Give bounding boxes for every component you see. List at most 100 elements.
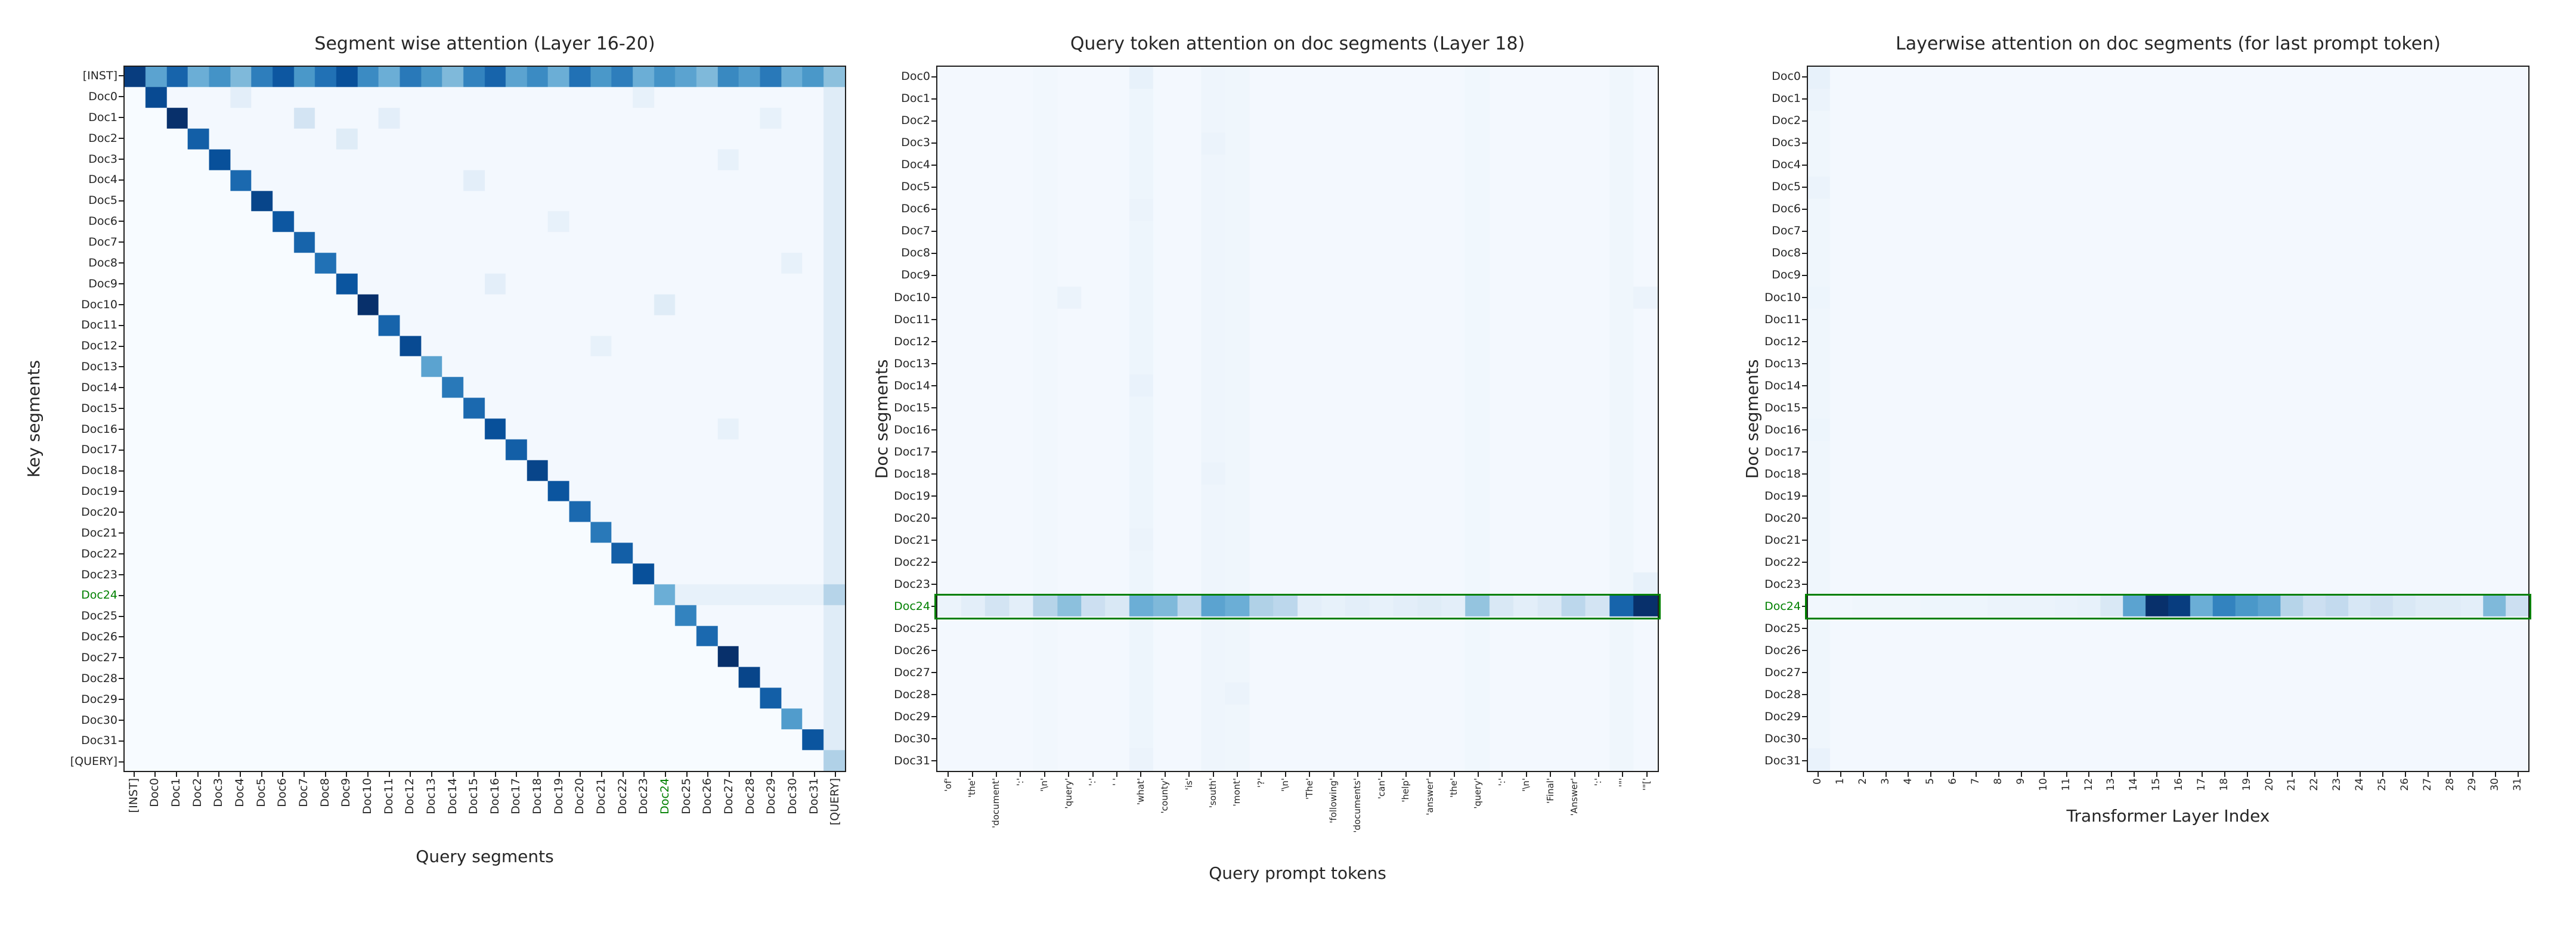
y-tick-label: Doc18 — [894, 467, 930, 481]
y-tick-mark — [119, 470, 123, 472]
x-tick-mark — [431, 772, 432, 777]
y-tick-label: Doc20 — [894, 511, 930, 525]
y-tick-mark — [1802, 318, 1807, 320]
y-tick-label: Doc20 — [81, 506, 117, 519]
y-tick-label: Doc24 — [81, 588, 117, 602]
y-tick-label: Doc23 — [894, 577, 930, 591]
layerwise-attention-heatmap — [1808, 67, 2528, 771]
y-tick-mark — [119, 303, 123, 305]
x-tick-mark — [2450, 772, 2451, 777]
y-tick-label: Doc25 — [1764, 621, 1801, 635]
y-tick-mark — [119, 657, 123, 659]
y-tick-mark — [931, 429, 936, 431]
y-tick-mark — [119, 428, 123, 430]
y-tick-label: Doc2 — [1772, 114, 1801, 128]
x-tick-label: 8 — [1992, 778, 2005, 785]
x-tick-label: 18 — [2218, 778, 2230, 791]
y-tick-label: Doc19 — [894, 489, 930, 503]
y-tick-label: Doc19 — [1764, 489, 1801, 503]
y-tick-mark — [1802, 584, 1807, 585]
y-tick-mark — [931, 252, 936, 254]
y-tick-label: Doc13 — [894, 357, 930, 370]
y-tick-label: Doc23 — [81, 568, 117, 581]
y-tick-mark — [119, 491, 123, 492]
x-tick-mark — [452, 772, 454, 777]
y-tick-mark — [1802, 540, 1807, 541]
x-tick-mark — [1885, 772, 1887, 777]
y-tick-mark — [1802, 562, 1807, 563]
y-tick-label: Doc4 — [901, 158, 930, 172]
y-tick-mark — [119, 678, 123, 680]
y-tick-mark — [931, 142, 936, 144]
y-tick-mark — [931, 694, 936, 696]
x-tick-mark — [367, 772, 369, 777]
y-tick-mark — [931, 540, 936, 541]
x-tick-label: 5 — [1924, 778, 1937, 785]
y-tick-label: Doc6 — [88, 215, 117, 228]
x-tick-mark — [2043, 772, 2045, 777]
y-tick-mark — [119, 200, 123, 202]
doc24-highlight-box — [934, 593, 1661, 619]
x-tick-mark — [1116, 772, 1117, 777]
y-tick-label: Doc28 — [894, 688, 930, 702]
y-tick-label: Doc26 — [894, 644, 930, 658]
y-tick-mark — [931, 584, 936, 585]
y-tick-label: Doc18 — [1764, 467, 1801, 481]
y-tick-label: Doc14 — [894, 379, 930, 392]
x-tick-mark — [2088, 772, 2090, 777]
x-axis-label: Query prompt tokens — [1209, 863, 1386, 883]
x-tick-mark — [1381, 772, 1383, 777]
y-tick-label: Doc5 — [88, 194, 117, 207]
x-tick-label: 9 — [2014, 778, 2027, 785]
x-tick-label: 14 — [2128, 778, 2140, 791]
y-tick-label: Doc8 — [901, 246, 930, 260]
y-tick-label: Doc29 — [1764, 710, 1801, 724]
y-tick-mark — [119, 283, 123, 284]
y-tick-label: Doc14 — [81, 380, 117, 394]
x-tick-mark — [1550, 772, 1552, 777]
x-tick-mark — [2518, 772, 2519, 777]
y-tick-label: Doc24 — [1764, 599, 1801, 613]
y-tick-mark — [931, 274, 936, 276]
y-tick-mark — [931, 716, 936, 718]
y-tick-label: Doc27 — [81, 651, 117, 664]
y-tick-mark — [931, 650, 936, 652]
x-tick-mark — [1164, 772, 1166, 777]
x-tick-label: 2 — [1856, 778, 1869, 785]
y-tick-mark — [931, 451, 936, 453]
y-tick-mark — [931, 186, 936, 188]
y-tick-mark — [1802, 738, 1807, 740]
y-tick-label: Doc16 — [81, 422, 117, 436]
x-tick-label: 25 — [2376, 778, 2388, 791]
x-tick-mark — [948, 772, 949, 777]
y-tick-mark — [931, 495, 936, 497]
y-tick-mark — [119, 137, 123, 139]
y-tick-mark — [119, 699, 123, 700]
x-axis-label: Transformer Layer Index — [2066, 806, 2270, 826]
x-tick-mark — [516, 772, 518, 777]
y-tick-label: Doc5 — [1772, 180, 1801, 194]
y-tick-label: Doc30 — [894, 732, 930, 746]
x-tick-label: 23 — [2331, 778, 2343, 791]
y-tick-label: Doc15 — [894, 401, 930, 414]
y-tick-label: Doc3 — [901, 136, 930, 150]
y-tick-label: Doc8 — [1772, 246, 1801, 260]
y-tick-label: Doc15 — [1764, 401, 1801, 414]
y-tick-label: Doc7 — [88, 235, 117, 249]
y-tick-mark — [931, 738, 936, 740]
x-tick-mark — [1237, 772, 1238, 777]
y-tick-mark — [931, 672, 936, 674]
x-tick-mark — [1840, 772, 1841, 777]
y-tick-mark — [1802, 473, 1807, 475]
y-tick-mark — [931, 606, 936, 608]
x-tick-label: 3 — [1879, 778, 1891, 785]
y-tick-mark — [119, 594, 123, 596]
x-tick-mark — [346, 772, 348, 777]
y-tick-label: Doc27 — [894, 666, 930, 680]
y-tick-mark — [1802, 716, 1807, 718]
y-tick-mark — [1802, 230, 1807, 232]
x-tick-mark — [2224, 772, 2225, 777]
y-tick-mark — [1802, 142, 1807, 144]
heatmap-axes — [123, 66, 846, 772]
